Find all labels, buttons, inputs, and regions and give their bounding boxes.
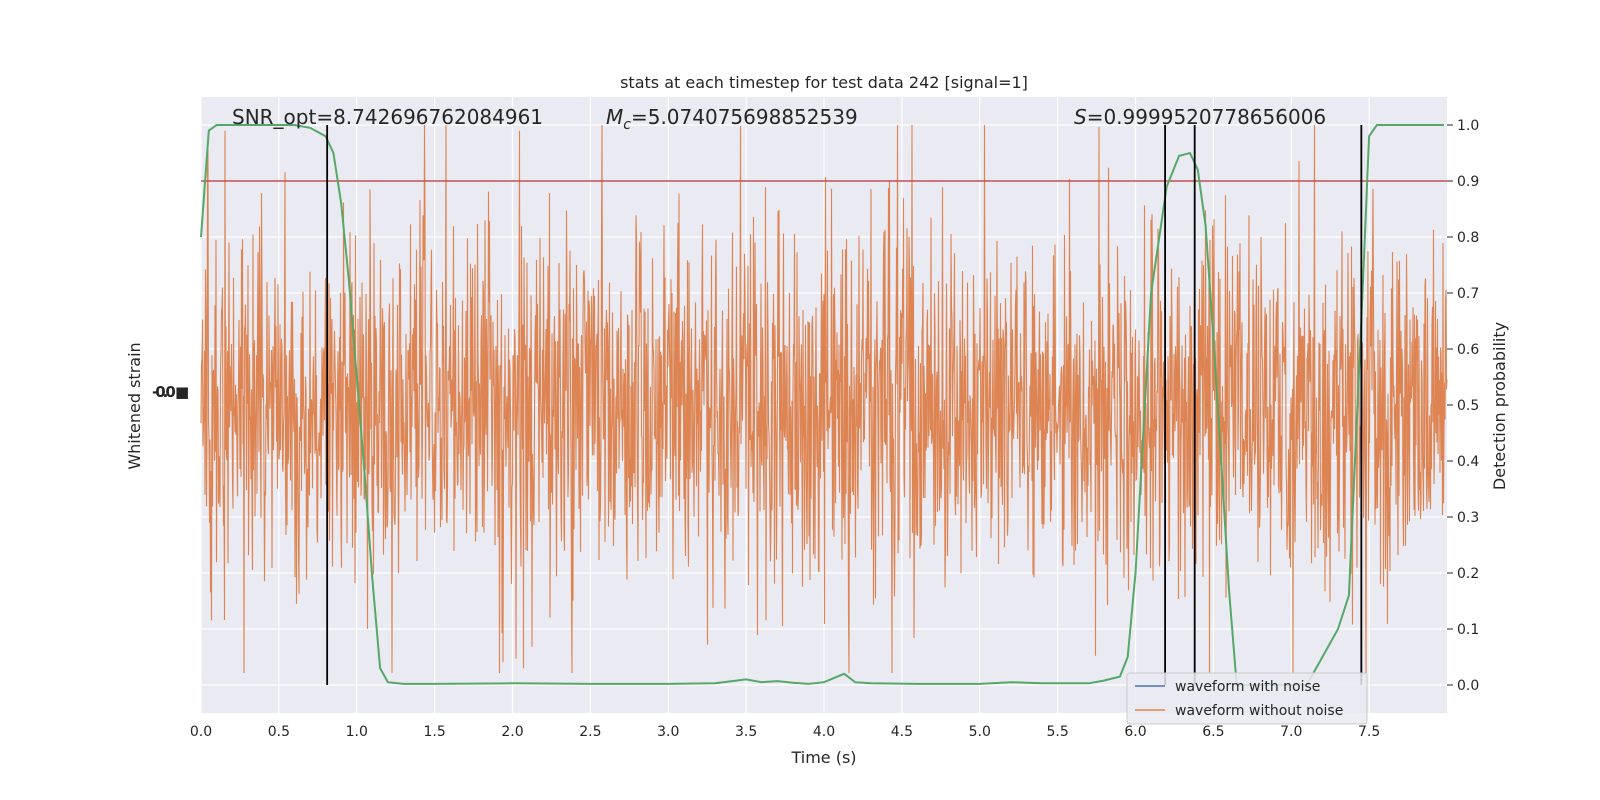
s-value: =0.9999520778656006 [1087,105,1326,129]
strain-series [200,124,1448,674]
y-tick-label: 0.6 [1457,342,1479,358]
x-tick-label: 5.5 [1046,724,1068,740]
x-tick-label: 5.0 [969,724,991,740]
y-tick-label: 0.1 [1457,622,1479,638]
x-tick-label: 2.5 [579,724,601,740]
s-annotation: S=0.9999520778656006 [1074,105,1326,129]
y-tick-label: 0.0 [1457,678,1479,694]
x-tick-label: 6.0 [1124,724,1146,740]
chirp-mass-annotation: Mc=5.074075698852539 [606,105,858,133]
y-tick-label: 0.4 [1457,454,1479,470]
left-axis-ticks-overlap: -0.0 ■ [152,383,188,401]
legend: waveform with noise waveform without noi… [1126,672,1368,725]
detection-probability-line [200,124,1444,686]
legend-label-with-noise: waveform with noise [1175,679,1320,695]
x-tick-label: 6.5 [1202,724,1224,740]
y-tick-label: 0.2 [1457,566,1479,582]
chart-title: stats at each timestep for test data 242… [620,73,1028,92]
legend-box [1126,672,1368,725]
x-tick-label: 4.5 [891,724,913,740]
y-tick-label: 1.0 [1457,118,1479,134]
legend-label-without-noise: waveform without noise [1175,703,1343,719]
probability-series [200,124,1444,686]
s-symbol: S [1074,105,1087,129]
y-axis-right-label: Detection probability [1490,322,1509,490]
x-tick-label: 3.0 [657,724,679,740]
x-axis-ticks: 0.0 0.5 1.0 1.5 2.0 2.5 3.0 3.5 4.0 4.5 5.0 5.5 6.0 6… [190,724,1380,740]
y-axis-right-ticks: 0.0 0.1 0.2 0.3 0.4 0.5 0.6 0.7 0.8 0.9 1.0 [1447,118,1479,694]
y-tick-label: 0.3 [1457,510,1479,526]
y-axis-left-label: Whitened strain [125,342,144,469]
y-tick-label: 0.7 [1457,286,1479,302]
y-tick-label: 0.5 [1457,398,1479,414]
x-tick-label: 1.0 [346,724,368,740]
x-tick-label: 4.0 [813,724,835,740]
y-tick-label: 0.9 [1457,174,1479,190]
y-tick-label: 0.8 [1457,230,1479,246]
chirp-mass-symbol: M [606,105,623,129]
x-tick-label: 7.0 [1280,724,1302,740]
vertical-markers [326,125,1363,685]
x-axis-label: Time (s) [790,748,856,767]
x-tick-label: 2.0 [501,724,523,740]
x-tick-label: 1.5 [423,724,445,740]
x-tick-label: 3.5 [735,724,757,740]
x-tick-label: 0.0 [190,724,212,740]
x-tick-label: 7.5 [1358,724,1380,740]
chirp-mass-value: =5.074075698852539 [631,105,858,129]
x-tick-label: 0.5 [268,724,290,740]
strain-without-noise-line [200,124,1448,674]
chirp-mass-subscript: c [623,117,631,133]
snr-annotation: SNR_opt=8.742696762084961 [232,105,543,129]
